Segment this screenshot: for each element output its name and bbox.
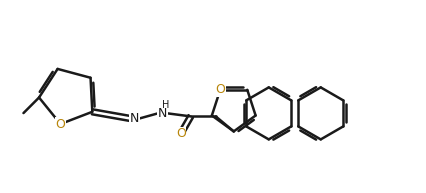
Text: N: N bbox=[158, 107, 167, 120]
Text: O: O bbox=[176, 127, 185, 140]
Text: N: N bbox=[130, 112, 139, 125]
Text: O: O bbox=[215, 83, 225, 96]
Text: O: O bbox=[55, 118, 65, 130]
Text: H: H bbox=[162, 100, 169, 110]
